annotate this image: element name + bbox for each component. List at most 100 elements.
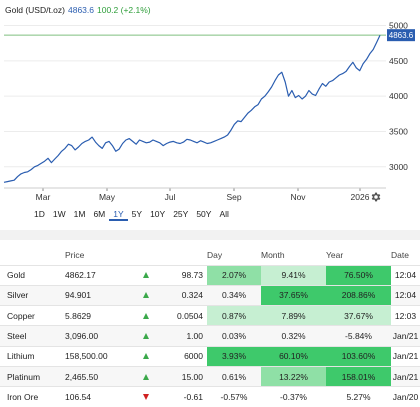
range-selector: 1D 1W 1M 6M 1Y 5Y 10Y 25Y 50Y All [30, 207, 233, 221]
table-row[interactable]: Lithium 158,500.00 6000 3.93% 60.10% 103.60% J… [0, 345, 420, 367]
y-tick-label: 3500 [389, 126, 408, 136]
direction-cell [128, 345, 163, 367]
direction-cell [128, 386, 163, 407]
month-change-cell: 37.65% [261, 284, 326, 306]
range-button-all[interactable]: All [219, 209, 229, 219]
chart-header: Gold (USD/t.oz) 4863.6 100.2 (+2.1%) [5, 5, 151, 15]
month-change-cell: 9.41% [261, 264, 326, 286]
x-tick-label: 2026 [351, 192, 370, 202]
table-row[interactable]: Silver 94.901 0.324 0.34% 37.65% 208.86% 12:04 [0, 284, 420, 306]
price-cell: 2,465.50 [63, 365, 128, 387]
year-change-cell: 76.50% [326, 264, 391, 286]
change-cell: -0.61 [163, 386, 207, 407]
direction-cell [128, 305, 163, 326]
range-button-25y[interactable]: 25Y [173, 209, 189, 219]
last-value-tag [387, 29, 415, 42]
day-change-cell: 0.34% [207, 284, 261, 306]
month-change-cell: 0.32% [261, 325, 326, 347]
day-change-cell: 0.87% [207, 305, 261, 326]
price-chart[interactable]: 3000 3500 4000 4500 5000 Mar May Jul Sep Nov 2026 4… [0, 0, 420, 207]
arrow-up-icon [142, 272, 149, 279]
price-cell: 94.901 [63, 284, 128, 306]
date-cell: 12:04 [391, 264, 420, 286]
year-change-cell: -5.84% [326, 325, 391, 347]
day-change-cell: 2.07% [207, 264, 261, 286]
header-date: Date [391, 249, 409, 260]
commodity-name[interactable]: Copper [0, 305, 63, 326]
chart-title: Gold (USD/t.oz) [5, 5, 65, 15]
commodity-name[interactable]: Silver [0, 284, 63, 306]
direction-cell [128, 325, 163, 347]
range-button-50y[interactable]: 50Y [196, 209, 212, 219]
series-line [3, 34, 381, 183]
year-change-cell: 208.86% [326, 284, 391, 306]
commodity-name[interactable]: Steel [0, 325, 63, 347]
table-row[interactable]: Platinum 2,465.50 15.00 0.61% 13.22% 158.01% J… [0, 365, 420, 387]
x-tick-label: Mar [36, 192, 51, 202]
section-divider [0, 230, 420, 240]
gear-icon[interactable] [370, 191, 382, 203]
arrow-up-icon [142, 373, 149, 380]
month-change-cell: -0.37% [261, 386, 326, 407]
change-cell: 98.73 [163, 264, 207, 286]
current-price: 4863.6 [68, 5, 94, 15]
range-button-1m[interactable]: 1M [73, 209, 86, 219]
price-cell: 3,096.00 [63, 325, 128, 347]
range-button-6m[interactable]: 6M [93, 209, 106, 219]
arrow-up-icon [142, 312, 149, 319]
x-tick-label: Jul [165, 192, 176, 202]
year-change-cell: 37.67% [326, 305, 391, 326]
range-button-5y[interactable]: 5Y [131, 209, 143, 219]
price-cell: 4862.17 [63, 264, 128, 286]
arrow-up-icon [142, 333, 149, 340]
y-tick-label: 5000 [389, 21, 408, 31]
month-change-cell: 13.22% [261, 365, 326, 387]
y-tick-label: 4500 [389, 56, 408, 66]
x-tick-label: May [99, 192, 116, 202]
commodity-name[interactable]: Lithium [0, 345, 63, 367]
change-cell: 0.324 [163, 284, 207, 306]
price-cell: 106.54 [63, 386, 128, 407]
arrow-up-icon [142, 353, 149, 360]
direction-cell [128, 264, 163, 286]
table-row[interactable]: Gold 4862.17 98.73 2.07% 9.41% 76.50% 12:04 [0, 264, 420, 286]
range-button-1w[interactable]: 1W [52, 209, 66, 219]
header-change [163, 245, 207, 265]
commodities-table: Price Day Month Year Date Gold 4862.17 98.… [0, 245, 420, 407]
day-change-cell: 3.93% [207, 345, 261, 367]
y-tick-label: 3000 [389, 162, 408, 172]
range-button-1y[interactable]: 1Y [109, 207, 128, 221]
commodity-name[interactable]: Gold [0, 264, 63, 286]
range-button-1d[interactable]: 1D [34, 209, 45, 219]
date-cell: 12:03 [391, 305, 420, 326]
date-cell: Jan/21 [391, 325, 420, 347]
header-year: Year [326, 249, 344, 260]
change-cell: 6000 [163, 345, 207, 367]
day-change-cell: 0.61% [207, 365, 261, 387]
direction-cell [128, 365, 163, 387]
month-change-cell: 7.89% [261, 305, 326, 326]
header-month: Month [261, 249, 285, 260]
header-arrow [128, 245, 163, 265]
y-tick-label: 4000 [389, 91, 408, 101]
table-row[interactable]: Copper 5.8629 0.0504 0.87% 7.89% 37.67% 12:03 [0, 305, 420, 326]
year-change-cell: 158.01% [326, 365, 391, 387]
date-cell: Jan/20 [391, 386, 420, 407]
last-value-label: 4863.6 [389, 31, 414, 40]
commodity-name[interactable]: Platinum [0, 365, 63, 387]
arrow-down-icon [142, 393, 149, 400]
header-price: Price [65, 249, 85, 260]
year-change-cell: 5.27% [326, 386, 391, 407]
range-button-10y[interactable]: 10Y [150, 209, 166, 219]
arrow-up-icon [142, 292, 149, 299]
date-cell: Jan/21 [391, 345, 420, 367]
table-row[interactable]: Steel 3,096.00 1.00 0.03% 0.32% -5.84% Jan/21 [0, 325, 420, 347]
price-cell: 158,500.00 [63, 345, 128, 367]
table-row[interactable]: Iron Ore 106.54 -0.61 -0.57% -0.37% 5.27% Jan/… [0, 386, 420, 407]
change-cell: 1.00 [163, 325, 207, 347]
table-header-row: Price Day Month Year Date [0, 245, 420, 265]
commodity-name[interactable]: Iron Ore [0, 386, 63, 407]
x-tick-label: Sep [226, 192, 241, 202]
month-change-cell: 60.10% [261, 345, 326, 367]
date-cell: 12:04 [391, 284, 420, 306]
